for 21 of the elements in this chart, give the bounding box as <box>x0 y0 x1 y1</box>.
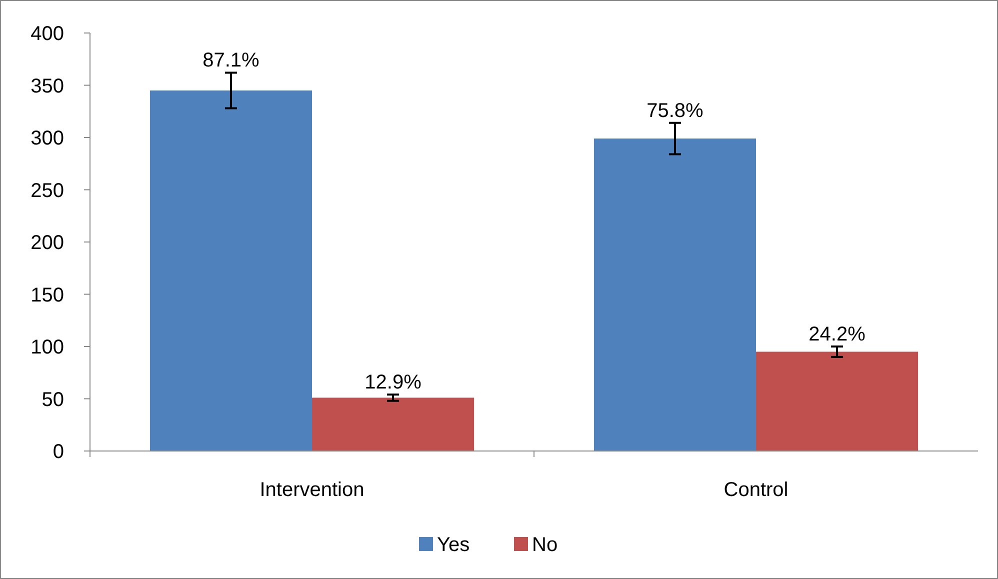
bar <box>312 398 474 451</box>
bar <box>756 352 918 451</box>
y-tick-label: 400 <box>30 23 64 45</box>
legend-label: Yes <box>437 534 470 556</box>
y-tick-label: 150 <box>30 284 64 306</box>
annotation: 87.1% <box>202 50 260 72</box>
bar <box>594 138 756 451</box>
y-tick-label: 350 <box>30 75 64 98</box>
annotation: 24.2% <box>808 324 866 346</box>
y-tick-label: 0 <box>52 441 64 463</box>
y-tick-label: 300 <box>30 128 64 150</box>
y-tick-label: 100 <box>30 336 64 358</box>
x-tick-label: Control <box>724 479 788 501</box>
annotation: 12.9% <box>364 372 422 394</box>
legend-label: No <box>532 534 558 556</box>
y-tick-label: 50 <box>42 388 64 411</box>
x-tick-label: Intervention <box>260 479 364 501</box>
bar <box>150 90 312 451</box>
annotation: 75.8% <box>646 100 704 122</box>
y-tick-label: 200 <box>30 232 64 254</box>
y-tick-label: 250 <box>30 180 64 202</box>
